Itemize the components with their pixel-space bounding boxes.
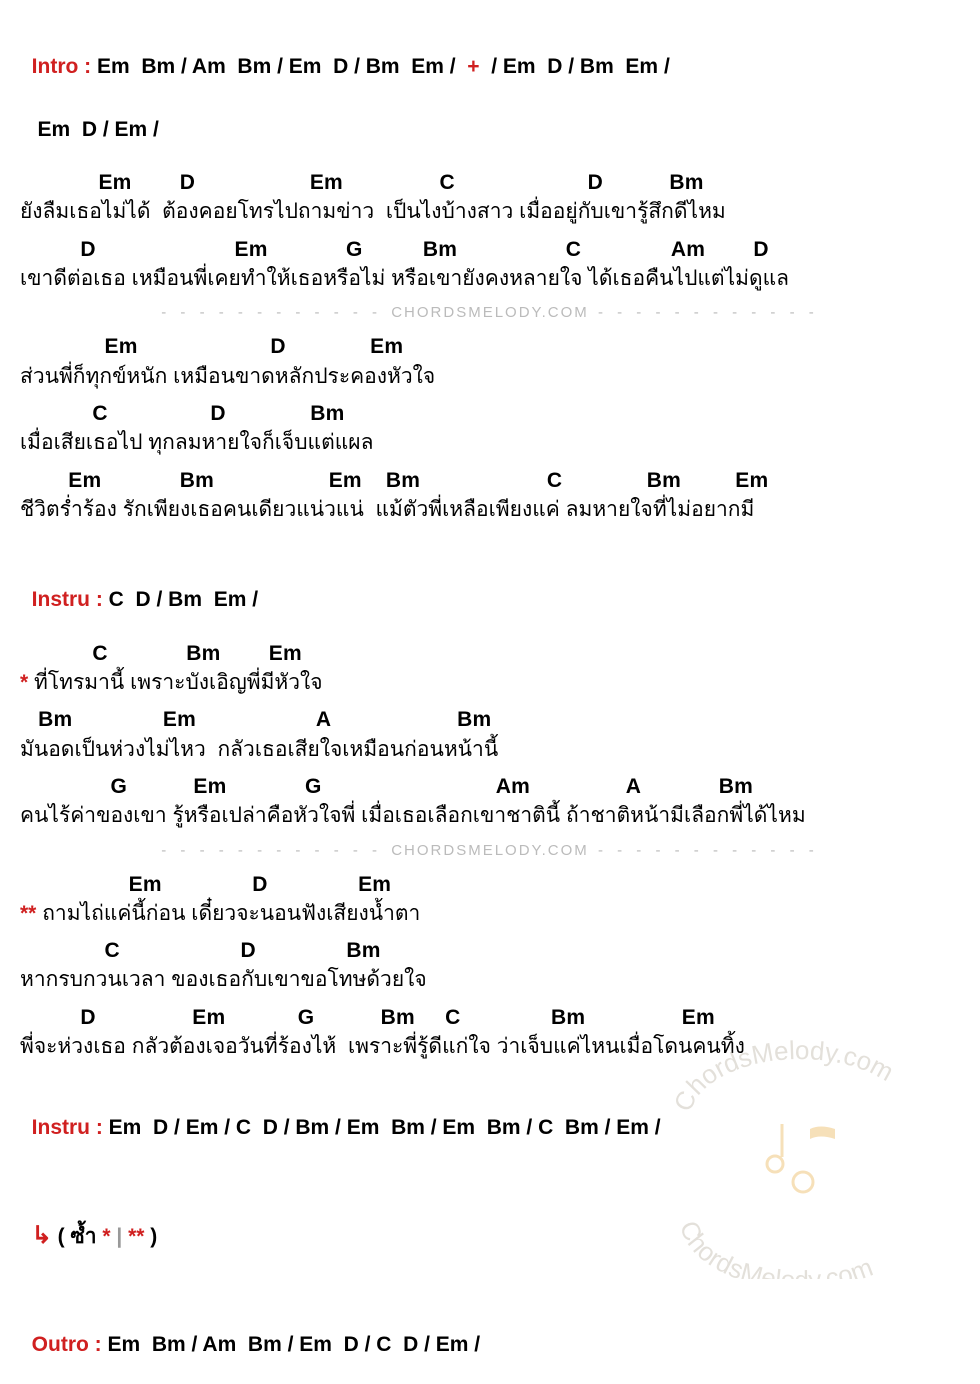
v2-chords-1: Em D Em <box>20 333 960 360</box>
star-single: * <box>20 671 28 694</box>
v2-chords-2: C D Bm <box>20 400 960 427</box>
instru1-line: Instru : C D / Bm Em / <box>20 559 960 614</box>
instru2-line: Instru : Em D / Em / C D / Bm / Em Bm / … <box>20 1086 960 1141</box>
c1-chords-2: Bm Em A Bm <box>20 706 960 733</box>
repeat-star-1: * <box>102 1225 110 1248</box>
c1-chords-1: C Bm Em <box>20 640 960 667</box>
c1-lyrics-1: ที่โทรมานี้ เพราะบังเอิญพี่มีหัวใจ <box>28 671 322 694</box>
instru2-label: Instru : <box>32 1116 103 1139</box>
c1-line-1: * ที่โทรมานี้ เพราะบังเอิญพี่มีหัวใจ <box>20 669 960 696</box>
c2-lyrics-2: หากรบกวนเวลา ของเธอกับเขาขอโทษด้วยใจ <box>20 966 960 993</box>
v2-lyrics-3: ชีวิตร่ำร้อง รักเพียงเธอคนเดียวแน่วแน่ แ… <box>20 496 960 523</box>
site-brand-1: CHORDSMELODY.COM <box>391 304 589 321</box>
v2-chords-3: Em Bm Em Bm C Bm Em <box>20 467 960 494</box>
c2-chords-2: C D Bm <box>20 937 960 964</box>
c2-chords-1: Em D Em <box>20 871 960 898</box>
divider-2: - - - - - - - - - - - - CHORDSMELODY.COM… <box>20 842 960 859</box>
c2-line-1: ** ถามไถ่แค่นี้ก่อน เดี๋ยวจะนอนฟังเสียงน… <box>20 900 960 927</box>
intro-chords-1: Em Bm / Am Bm / Em D / Bm Em / <box>91 55 467 78</box>
outro-label: Outro : <box>32 1333 102 1356</box>
intro-plus: + <box>467 55 479 78</box>
instru1-label: Instru : <box>32 588 103 611</box>
intro-label: Intro : <box>32 55 91 78</box>
site-brand-2: CHORDSMELODY.COM <box>391 842 589 859</box>
v1-chords-1: Em D Em C D Bm <box>20 169 960 196</box>
star-double: ** <box>20 902 36 925</box>
outro-line: Outro : Em Bm / Am Bm / Em D / C D / Em … <box>20 1303 960 1358</box>
instru1-chords: C D / Bm Em / <box>103 588 258 611</box>
instru2-chords: Em D / Em / C D / Bm / Em Bm / Em Bm / C… <box>103 1116 661 1139</box>
outro-chords: Em Bm / Am Bm / Em D / C D / Em / <box>102 1333 480 1356</box>
v1-chords-2: D Em G Bm C Am D <box>20 236 960 263</box>
v2-lyrics-1: ส่วนพี่ก็ทุกข์หนัก เหมือนขาดหลักประคองหั… <box>20 363 960 390</box>
divider-1: - - - - - - - - - - - - CHORDSMELODY.COM… <box>20 304 960 321</box>
intro-line-2: Em D / Em / <box>20 89 960 144</box>
intro-chords-1b: / Em D / Bm Em / <box>480 55 670 78</box>
c2-chords-3: D Em G Bm C Bm Em <box>20 1004 960 1031</box>
c1-lyrics-2: มันอดเป็นห่วงไม่ไหว กลัวเธอเสียใจเหมือนก… <box>20 736 960 763</box>
repeat-end: ) <box>144 1225 157 1248</box>
intro-line-1: Intro : Em Bm / Am Bm / Em D / Bm Em / +… <box>20 26 960 81</box>
c1-chords-3: G Em G Am A Bm <box>20 773 960 800</box>
v1-lyrics-1: ยังลืมเธอไม่ได้ ต้องคอยโทรไปถามข่าว เป็น… <box>20 198 960 225</box>
repeat-pipe: | <box>111 1225 129 1248</box>
intro-chords-2: Em D / Em / <box>32 118 159 141</box>
c2-lyrics-1: ถามไถ่แค่นี้ก่อน เดี๋ยวจะนอนฟังเสียงน้ำต… <box>36 902 420 925</box>
c1-lyrics-3: คนไร้ค่าของเขา รู้หรือเปล่าคือหัวใจพี่ เ… <box>20 802 960 829</box>
repeat-arrow-icon: ↳ <box>32 1222 52 1249</box>
c2-lyrics-3: พี่จะห่วงเธอ กลัวต้องเจอวันที่ร้องไห้ เพ… <box>20 1033 960 1060</box>
repeat-star-2: ** <box>128 1225 144 1248</box>
repeat-text: ( ซ้ำ <box>52 1225 103 1248</box>
v2-lyrics-2: เมื่อเสียเธอไป ทุกลมหายใจก็เจ็บแต่แผล <box>20 429 960 456</box>
repeat-line: ↳ ( ซ้ำ * | ** ) <box>20 1193 960 1251</box>
v1-lyrics-2: เขาดีต่อเธอ เหมือนพี่เคยทำให้เธอหรือไม่ … <box>20 265 960 292</box>
